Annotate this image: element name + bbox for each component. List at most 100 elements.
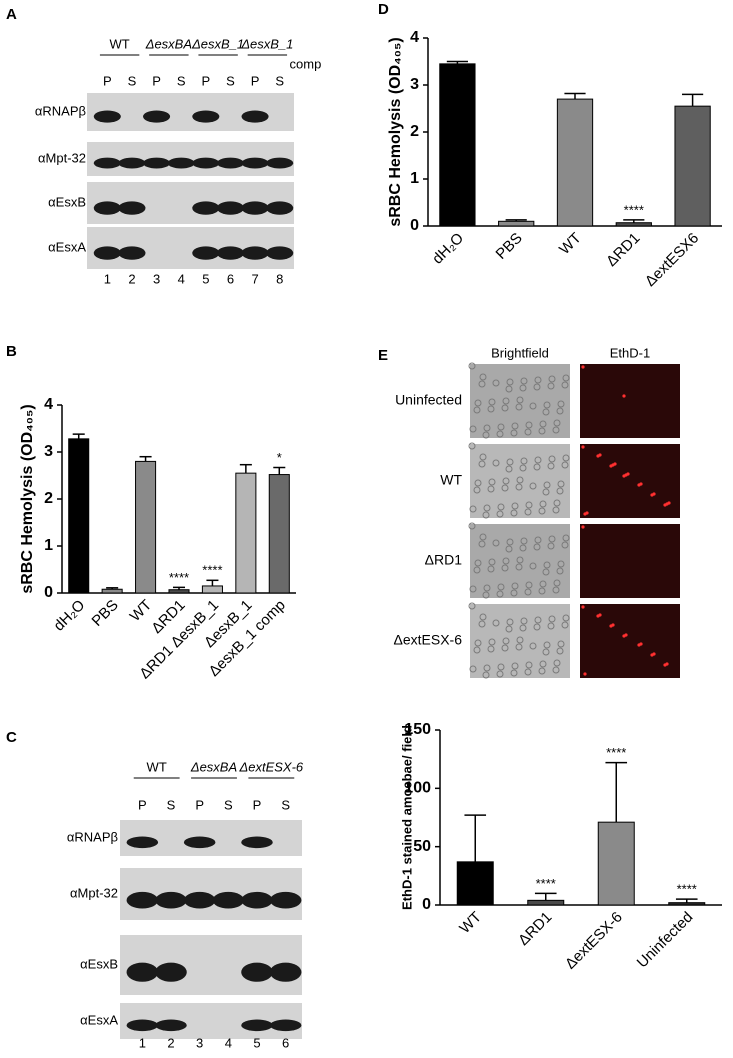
x-tick-label: WT bbox=[556, 230, 585, 259]
cell-texture bbox=[505, 625, 513, 633]
x-tick-label: PBS bbox=[89, 597, 122, 630]
blot-band bbox=[93, 157, 121, 169]
cell-texture bbox=[529, 642, 537, 650]
y-tick-label: 3 bbox=[410, 76, 419, 93]
cell-texture bbox=[539, 500, 547, 508]
cell-texture bbox=[473, 566, 481, 574]
cell-texture bbox=[488, 398, 496, 406]
blot-band bbox=[126, 836, 159, 849]
cell-texture bbox=[506, 618, 514, 626]
y-tick-label: 4 bbox=[44, 396, 53, 413]
lane-label: P bbox=[138, 797, 147, 812]
blot-band bbox=[266, 246, 294, 260]
panel-label: E bbox=[378, 347, 388, 364]
cell-texture bbox=[496, 590, 504, 598]
lane-number: 3 bbox=[153, 271, 160, 286]
cell-texture bbox=[534, 616, 542, 624]
antibody-label: αRNAPβ bbox=[35, 103, 86, 118]
cell-texture bbox=[511, 422, 519, 430]
cell-texture bbox=[556, 567, 564, 575]
blot-band bbox=[212, 891, 245, 909]
lane-number: 1 bbox=[139, 1035, 146, 1050]
bar bbox=[439, 63, 476, 227]
cell-texture bbox=[469, 585, 477, 593]
bar bbox=[456, 861, 494, 906]
cell-texture bbox=[533, 623, 541, 631]
cell-texture bbox=[511, 582, 519, 590]
lane-label: S bbox=[128, 73, 137, 88]
cell-texture bbox=[492, 539, 500, 547]
bar bbox=[674, 105, 711, 227]
cell-texture bbox=[520, 457, 528, 465]
cell-texture bbox=[469, 505, 477, 513]
blot-band bbox=[183, 836, 216, 849]
stained-cell bbox=[581, 525, 585, 529]
bar bbox=[101, 588, 123, 594]
cell-texture bbox=[542, 648, 550, 656]
cell-texture bbox=[473, 646, 481, 654]
cell-texture bbox=[506, 458, 514, 466]
cell-texture bbox=[519, 384, 527, 392]
cell-texture bbox=[525, 421, 533, 429]
stained-cell bbox=[581, 445, 585, 449]
cell-texture bbox=[479, 533, 487, 541]
cell-texture bbox=[515, 643, 523, 651]
cell-texture bbox=[505, 545, 513, 553]
blot-band bbox=[241, 1019, 273, 1032]
stained-cell bbox=[613, 462, 617, 466]
antibody-label: αMpt-32 bbox=[38, 150, 86, 165]
y-tick-label: 0 bbox=[410, 217, 419, 234]
cell-texture bbox=[520, 617, 528, 625]
stained-cell bbox=[626, 472, 630, 476]
cell-texture bbox=[492, 379, 500, 387]
bar bbox=[668, 902, 706, 906]
cell-texture bbox=[479, 373, 487, 381]
cell-texture bbox=[487, 565, 495, 573]
cell-texture bbox=[519, 544, 527, 552]
cell-texture bbox=[556, 647, 564, 655]
cell-texture bbox=[474, 479, 482, 487]
antibody-label: αEsxB bbox=[80, 956, 118, 971]
y-tick-label: 2 bbox=[410, 123, 419, 140]
cell-texture bbox=[547, 622, 555, 630]
x-tick-label: ΔRD1 bbox=[603, 230, 643, 270]
fluorescence-image bbox=[580, 524, 680, 598]
y-tick-label: 0 bbox=[422, 896, 431, 913]
cell-texture bbox=[468, 602, 476, 610]
cell-texture bbox=[533, 383, 541, 391]
cell-texture bbox=[497, 583, 505, 591]
cell-texture bbox=[492, 459, 500, 467]
row-label: WT bbox=[440, 472, 462, 488]
cell-texture bbox=[501, 564, 509, 572]
cell-texture bbox=[534, 376, 542, 384]
cell-texture bbox=[510, 429, 518, 437]
fluorescence-image bbox=[580, 604, 680, 678]
cell-texture bbox=[520, 377, 528, 385]
blot-band bbox=[241, 962, 273, 982]
cell-texture bbox=[496, 430, 504, 438]
cell-texture bbox=[474, 559, 482, 567]
cell-texture bbox=[534, 536, 542, 544]
y-tick-label: 4 bbox=[410, 29, 419, 46]
cell-texture bbox=[524, 588, 532, 596]
cell-texture bbox=[483, 584, 491, 592]
blot-band bbox=[143, 110, 171, 123]
cell-texture bbox=[519, 464, 527, 472]
cell-texture bbox=[516, 396, 524, 404]
y-tick-label: 1 bbox=[44, 537, 53, 554]
cell-texture bbox=[469, 665, 477, 673]
cell-texture bbox=[543, 481, 551, 489]
panel-label: A bbox=[6, 6, 17, 23]
cell-texture bbox=[524, 428, 532, 436]
cell-texture bbox=[502, 637, 510, 645]
cell-texture bbox=[548, 375, 556, 383]
cell-texture bbox=[496, 510, 504, 518]
cell-texture bbox=[548, 455, 556, 463]
cell-texture bbox=[515, 483, 523, 491]
cell-texture bbox=[474, 639, 482, 647]
cell-texture bbox=[539, 580, 547, 588]
lane-label: S bbox=[224, 797, 233, 812]
cell-texture bbox=[469, 425, 477, 433]
cell-texture bbox=[562, 454, 570, 462]
significance-label: * bbox=[277, 450, 282, 465]
